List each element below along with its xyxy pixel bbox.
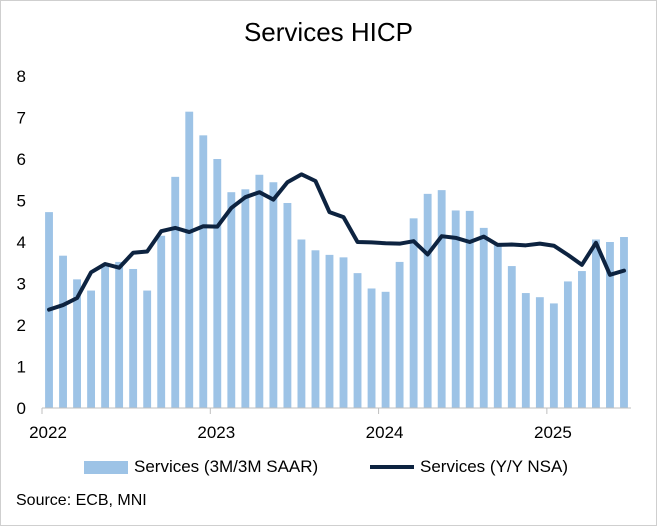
bar-2022-10 [171,176,180,408]
bar-2022-11 [185,111,194,408]
bar-2022-07 [129,268,138,408]
source-note: Source: ECB, MNI [16,492,147,509]
bar-2025-01 [549,303,558,408]
bar-2022-12 [199,135,208,408]
line-series [47,172,626,312]
bar-2024-02 [395,261,404,408]
bar-2023-07 [297,239,306,408]
bar-2023-03 [241,189,250,408]
legend-label-bars: Services (3M/3M SAAR) [134,457,319,476]
x-tick-label: 2022 [29,423,67,442]
bar-2023-06 [283,202,292,408]
bar-2022-09 [157,235,166,408]
bar-2025-06 [620,237,628,408]
bar-2023-01 [213,159,222,408]
line-services-yy [47,172,626,312]
bar-2022-03 [73,279,81,408]
bar-2023-09 [325,254,334,408]
bar-2023-05 [269,182,278,408]
x-tick-label: 2025 [534,423,572,442]
y-tick-label: 8 [17,67,26,86]
chart-legend: Services (3M/3M SAAR) Services (Y/Y NSA) [0,457,657,481]
x-tick-label: 2023 [197,423,235,442]
bar-2022-05 [101,265,110,408]
chart-title: Services HICP [243,17,414,47]
bar-2024-03 [409,218,418,408]
x-tick-label: 2024 [366,423,404,442]
bar-series [45,111,628,409]
bar-2023-10 [339,257,348,408]
bar-2023-04 [255,174,264,408]
bar-2022-08 [143,290,152,408]
bar-2024-09 [493,244,502,408]
legend-swatch-line [370,465,414,469]
bar-2025-04 [592,239,600,408]
bar-2024-11 [521,293,530,408]
bar-2023-12 [367,288,376,408]
y-tick-label: 0 [17,399,26,418]
y-tick-label: 2 [17,316,26,335]
legend-item-bars: Services (3M/3M SAAR) [84,457,318,477]
bar-2024-07 [465,210,474,409]
bar-2023-02 [227,192,236,408]
bar-2022-02 [59,255,67,408]
y-tick-label: 1 [17,358,26,377]
bar-2022-06 [115,261,124,408]
bar-2024-05 [437,190,446,409]
legend-swatch-bars [84,460,128,474]
bar-2025-03 [577,271,586,408]
y-tick-label: 5 [17,192,26,211]
bar-2023-08 [311,250,320,408]
bar-2024-06 [451,210,460,408]
y-tick-label: 3 [17,275,26,294]
bar-2024-04 [423,193,432,408]
bar-2024-12 [535,297,544,408]
bar-2024-08 [479,227,488,408]
legend-label-line: Services (Y/Y NSA) [420,457,569,476]
bar-2022-04 [87,290,96,408]
bar-2024-10 [507,266,516,408]
y-tick-label: 7 [17,109,26,128]
bar-2025-05 [606,242,614,408]
bar-2024-01 [381,291,390,408]
bar-2023-11 [353,273,362,409]
chart-axes: 0 1 2 3 4 5 6 7 8 2022 2023 2024 2025 [17,67,631,442]
y-tick-label: 4 [17,233,26,252]
y-tick-label: 6 [17,150,26,169]
bar-2025-02 [563,281,572,408]
legend-item-line: Services (Y/Y NSA) [370,457,568,477]
